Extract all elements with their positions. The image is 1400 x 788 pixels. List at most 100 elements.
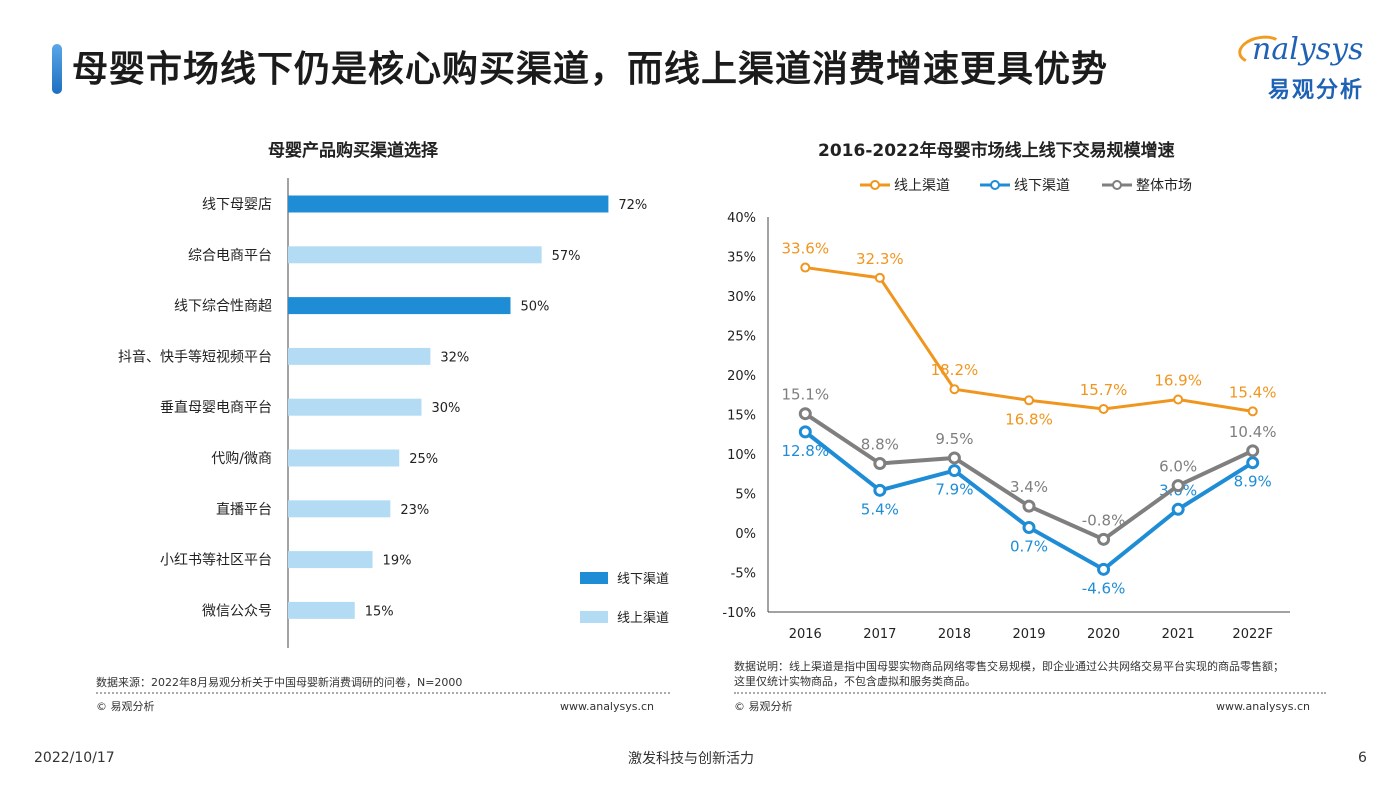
series-line	[805, 266, 1253, 413]
y-tick-label: 25%	[727, 330, 756, 345]
series-point	[874, 272, 885, 283]
series-data-label: 12.8%	[781, 442, 829, 460]
bar-category-label: 小红书等社区平台	[160, 552, 272, 569]
left-url[interactable]: www.analysys.cn	[560, 700, 654, 713]
legend-label: 线下渠道	[1014, 178, 1070, 194]
bar	[288, 297, 511, 315]
x-tick-label: 2016	[789, 627, 822, 642]
series-point	[873, 483, 887, 497]
series-data-label: 6.0%	[1159, 458, 1197, 476]
series-data-label: 3.4%	[1010, 478, 1048, 496]
bar-value-label: 57%	[552, 249, 581, 264]
bar-category-label: 线下母婴店	[202, 197, 272, 213]
y-tick-label: -10%	[722, 606, 756, 621]
footer-date: 2022/10/17	[34, 750, 115, 766]
bar-value-label: 23%	[400, 503, 429, 518]
bar-chart: 线下母婴店 72% 综合电商平台 57% 线下综合性商超 50% 抖音、快手等短视频平台 32…	[118, 178, 669, 648]
bar	[288, 246, 542, 264]
series-point	[1171, 479, 1185, 493]
series-point	[1098, 403, 1109, 414]
series-point	[949, 384, 960, 395]
bar-category-label: 垂直母婴电商平台	[160, 399, 272, 416]
right-note-line1: 数据说明：线上渠道是指中国母婴实物商品网络零售交易规模，即企业通过公共网络交易平…	[734, 660, 1284, 673]
bar-value-label: 32%	[440, 350, 469, 365]
series-data-label: 18.2%	[931, 361, 979, 379]
series-data-label: 32.3%	[856, 250, 904, 268]
page-title: 母婴市场线下仍是核心购买渠道，而线上渠道消费增速更具优势	[72, 49, 1109, 90]
right-note-line2: 这里仅统计实物商品，不包含虚拟和服务类商品。	[734, 675, 976, 688]
series-point	[1246, 444, 1260, 458]
series-data-label: 10.4%	[1229, 423, 1277, 441]
logo-chinese: 易观分析	[1268, 78, 1365, 103]
series-data-label: 15.7%	[1080, 381, 1128, 399]
left-divider	[96, 692, 670, 694]
left-source: 数据来源：2022年8月易观分析关于中国母婴新消费调研的问卷，N=2000	[96, 676, 463, 689]
series-data-label: -4.6%	[1082, 579, 1126, 597]
x-tick-label: 2022F	[1232, 627, 1273, 642]
bar-value-label: 50%	[521, 300, 550, 315]
series-line	[804, 412, 1254, 542]
bar-value-label: 72%	[618, 198, 647, 213]
series-data-label: 5.4%	[861, 500, 899, 518]
bar-category-label: 直播平台	[216, 501, 272, 518]
bar-value-label: 19%	[383, 554, 412, 569]
bar	[288, 398, 422, 416]
line-chart-title: 2016-2022年母婴市场线上线下交易规模增速	[818, 141, 1175, 161]
y-tick-label: -5%	[731, 567, 756, 582]
series-data-label: 33.6%	[781, 240, 829, 258]
series-data-label: 0.7%	[1010, 537, 1048, 555]
bar	[288, 195, 609, 213]
legend-marker	[990, 180, 1000, 190]
title-accent-bar	[52, 44, 62, 94]
legend-label-online: 线上渠道	[617, 611, 669, 626]
series-data-label: 15.4%	[1229, 383, 1277, 401]
series-point	[1246, 456, 1260, 470]
y-tick-label: 10%	[727, 448, 756, 463]
series-point	[1022, 520, 1036, 534]
series-data-label: 15.1%	[781, 386, 829, 404]
series-point	[947, 464, 961, 478]
x-tick-label: 2018	[938, 627, 971, 642]
series-data-label: 16.9%	[1154, 371, 1202, 389]
x-tick-label: 2020	[1087, 627, 1120, 642]
left-copyright: © 易观分析	[96, 700, 155, 713]
bar-category-label: 综合电商平台	[188, 248, 272, 264]
legend-label: 整体市场	[1136, 177, 1192, 194]
y-tick-label: 5%	[735, 488, 756, 503]
series-point	[1097, 562, 1111, 576]
y-tick-label: 35%	[727, 251, 756, 266]
series-point	[798, 407, 812, 421]
bar-category-label: 微信公众号	[202, 603, 272, 619]
bar-category-label: 代购/微商	[211, 451, 272, 467]
legend-marker	[1112, 180, 1122, 190]
bar-category-label: 线下综合性商超	[174, 299, 272, 315]
series-data-label: 7.9%	[935, 481, 973, 499]
series-data-label: 9.5%	[935, 430, 973, 448]
series-data-label: 16.8%	[1005, 410, 1053, 428]
y-tick-label: 15%	[727, 409, 756, 424]
y-tick-label: 0%	[735, 527, 756, 542]
series-point	[1024, 395, 1034, 406]
right-url[interactable]: www.analysys.cn	[1216, 700, 1310, 713]
bar	[288, 449, 400, 467]
series-point	[947, 451, 961, 465]
series-data-label: -0.8%	[1082, 511, 1126, 529]
bar-value-label: 15%	[365, 604, 394, 619]
line-chart: -10% -5% 0% 5% 10% 15% 20% 25% 30% 35% 40% 2016 2017…	[722, 177, 1290, 642]
legend-label: 线上渠道	[894, 178, 950, 194]
series-point	[1247, 406, 1258, 417]
legend-swatch-offline	[580, 572, 608, 584]
series-point	[1022, 499, 1036, 513]
bar-category-label: 抖音、快手等短视频平台	[118, 348, 272, 365]
series-point	[1097, 532, 1111, 546]
right-copyright: © 易观分析	[734, 700, 793, 713]
bar	[288, 551, 373, 569]
series-point	[1171, 502, 1185, 516]
analysys-logo: nalysys 易观分析	[1235, 30, 1378, 103]
bar-chart-title: 母婴产品购买渠道选择	[268, 141, 438, 161]
y-tick-label: 30%	[727, 290, 756, 305]
y-tick-label: 20%	[727, 369, 756, 384]
series-point	[873, 456, 887, 470]
series-point	[1173, 394, 1184, 405]
legend-swatch-online	[580, 611, 608, 623]
